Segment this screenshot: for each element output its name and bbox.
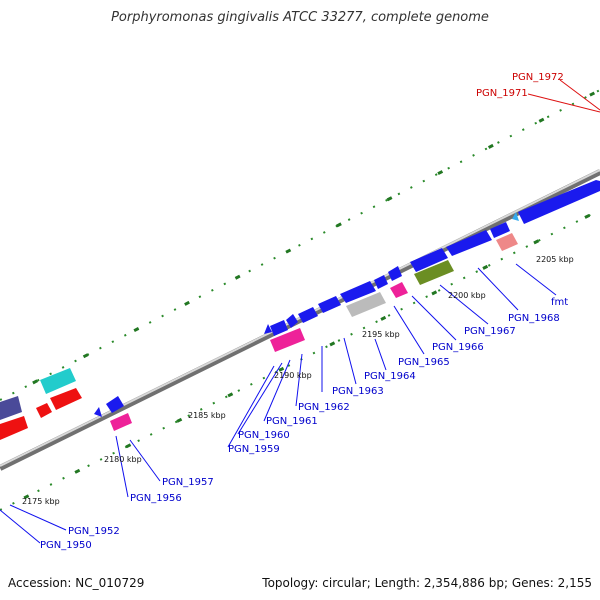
gene-feature — [390, 282, 408, 298]
tick-label: 2200 kbp — [448, 291, 486, 300]
gene-feature — [50, 388, 82, 410]
gene-feature — [110, 413, 132, 431]
gene-feature — [388, 266, 402, 281]
accession-value: NC_010729 — [75, 576, 145, 590]
tick-label: 2180 kbp — [104, 455, 142, 464]
topology-value: circular — [322, 576, 367, 590]
gene-feature — [446, 230, 492, 256]
features-forward[interactable] — [0, 180, 600, 440]
topology-label: Topology: — [262, 576, 319, 590]
genes-value: 2,155 — [557, 576, 592, 590]
gene-feature — [106, 396, 124, 413]
gene-feature — [270, 328, 305, 352]
gene-feature — [410, 248, 448, 272]
gene-feature — [346, 292, 386, 317]
genome-stats: Topology: circular; Length: 2,354,886 bp… — [262, 576, 592, 590]
gene-feature — [374, 275, 388, 289]
gene-label[interactable]: PGN_1962 — [298, 402, 350, 413]
upper-dotted-track — [0, 88, 600, 402]
gene-feature — [0, 416, 28, 440]
gene-label[interactable]: PGN_1952 — [68, 526, 120, 537]
gene-feature — [496, 233, 518, 251]
label-leaders — [0, 263, 557, 544]
gene-feature — [94, 407, 102, 417]
length-value: 2,354,886 bp — [423, 576, 504, 590]
lower-dotted-track — [0, 208, 600, 512]
tick-label: 2175 kbp — [22, 497, 60, 506]
length-label: Length: — [374, 576, 421, 590]
gene-feature — [414, 260, 454, 285]
map-title: Porphyromonas gingivalis ATCC 33277, com… — [111, 10, 489, 25]
gene-label[interactable]: PGN_1964 — [364, 371, 416, 382]
red-label-leaders — [527, 79, 600, 113]
gene-feature — [340, 281, 376, 303]
gene-label[interactable]: PGN_1963 — [332, 386, 384, 397]
gene-label[interactable]: PGN_1966 — [432, 342, 484, 353]
gene-label[interactable]: PGN_1967 — [464, 326, 516, 337]
gene-feature — [270, 320, 288, 336]
gene-feature — [490, 222, 510, 238]
tick-label: 2190 kbp — [274, 371, 312, 380]
gene-feature — [318, 296, 341, 313]
gene-feature — [36, 403, 52, 418]
accession-info: Accession: NC_010729 — [8, 576, 144, 590]
tick-label: 2185 kbp — [188, 411, 226, 420]
gene-label[interactable]: fmt — [551, 297, 568, 308]
gene-feature — [518, 180, 600, 224]
gene-feature — [286, 314, 298, 328]
gene-label[interactable]: PGN_1950 — [40, 540, 92, 551]
genes-label: Genes: — [511, 576, 554, 590]
gene-feature — [264, 324, 272, 334]
gene-label[interactable]: PGN_1968 — [508, 313, 560, 324]
tick-label: 2205 kbp — [536, 255, 574, 264]
gene-label[interactable]: PGN_1971 — [476, 88, 528, 99]
gene-feature — [0, 396, 22, 420]
gene-label[interactable]: PGN_1957 — [162, 477, 214, 488]
tick-label: 2195 kbp — [362, 330, 400, 339]
gene-feature — [40, 368, 76, 394]
gene-label[interactable]: PGN_1960 — [238, 430, 290, 441]
gene-feature — [298, 307, 318, 323]
gene-label[interactable]: PGN_1961 — [266, 416, 318, 427]
gene-labels: PGN_1950 PGN_1952 PGN_1956 PGN_1957 PGN_… — [40, 72, 568, 551]
gene-feature — [512, 212, 519, 221]
genome-backbone — [0, 169, 600, 471]
gene-label[interactable]: PGN_1959 — [228, 444, 280, 455]
gene-label[interactable]: PGN_1972 — [512, 72, 564, 83]
gene-label[interactable]: PGN_1965 — [398, 357, 450, 368]
accession-label: Accession: — [8, 576, 72, 590]
gene-label[interactable]: PGN_1956 — [130, 493, 182, 504]
tick-labels: 2175 kbp 2180 kbp 2185 kbp 2190 kbp 2195… — [22, 255, 574, 506]
